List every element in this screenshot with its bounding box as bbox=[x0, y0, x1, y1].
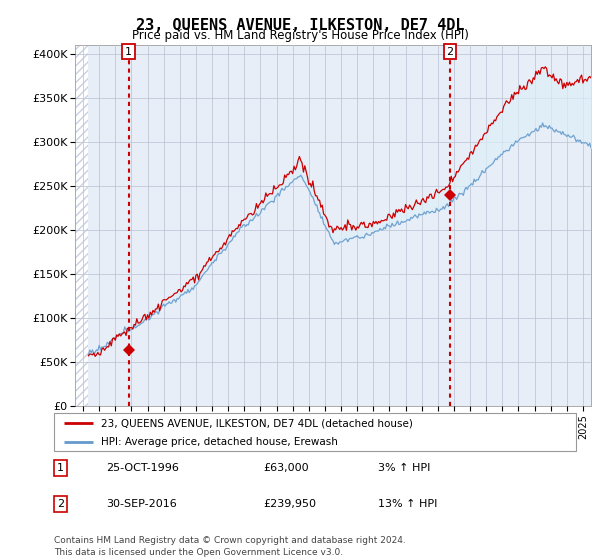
Text: 13% ↑ HPI: 13% ↑ HPI bbox=[377, 499, 437, 509]
Text: Price paid vs. HM Land Registry's House Price Index (HPI): Price paid vs. HM Land Registry's House … bbox=[131, 29, 469, 42]
Text: 1: 1 bbox=[125, 46, 132, 57]
Text: 2: 2 bbox=[446, 46, 454, 57]
FancyBboxPatch shape bbox=[54, 413, 576, 451]
Text: £239,950: £239,950 bbox=[263, 499, 316, 509]
Bar bbox=[75, 45, 88, 406]
Text: 23, QUEENS AVENUE, ILKESTON, DE7 4DL: 23, QUEENS AVENUE, ILKESTON, DE7 4DL bbox=[136, 18, 464, 33]
Text: 23, QUEENS AVENUE, ILKESTON, DE7 4DL (detached house): 23, QUEENS AVENUE, ILKESTON, DE7 4DL (de… bbox=[101, 418, 413, 428]
Text: 1: 1 bbox=[57, 463, 64, 473]
Text: 30-SEP-2016: 30-SEP-2016 bbox=[106, 499, 177, 509]
Text: HPI: Average price, detached house, Erewash: HPI: Average price, detached house, Erew… bbox=[101, 437, 338, 447]
Text: 25-OCT-1996: 25-OCT-1996 bbox=[106, 463, 179, 473]
Text: 2: 2 bbox=[57, 499, 64, 509]
Text: 3% ↑ HPI: 3% ↑ HPI bbox=[377, 463, 430, 473]
Text: £63,000: £63,000 bbox=[263, 463, 308, 473]
Text: Contains HM Land Registry data © Crown copyright and database right 2024.
This d: Contains HM Land Registry data © Crown c… bbox=[54, 536, 406, 557]
